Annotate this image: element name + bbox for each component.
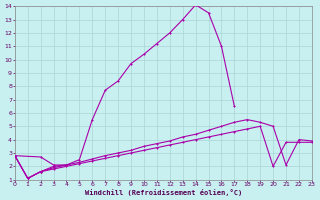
X-axis label: Windchill (Refroidissement éolien,°C): Windchill (Refroidissement éolien,°C) — [85, 189, 242, 196]
